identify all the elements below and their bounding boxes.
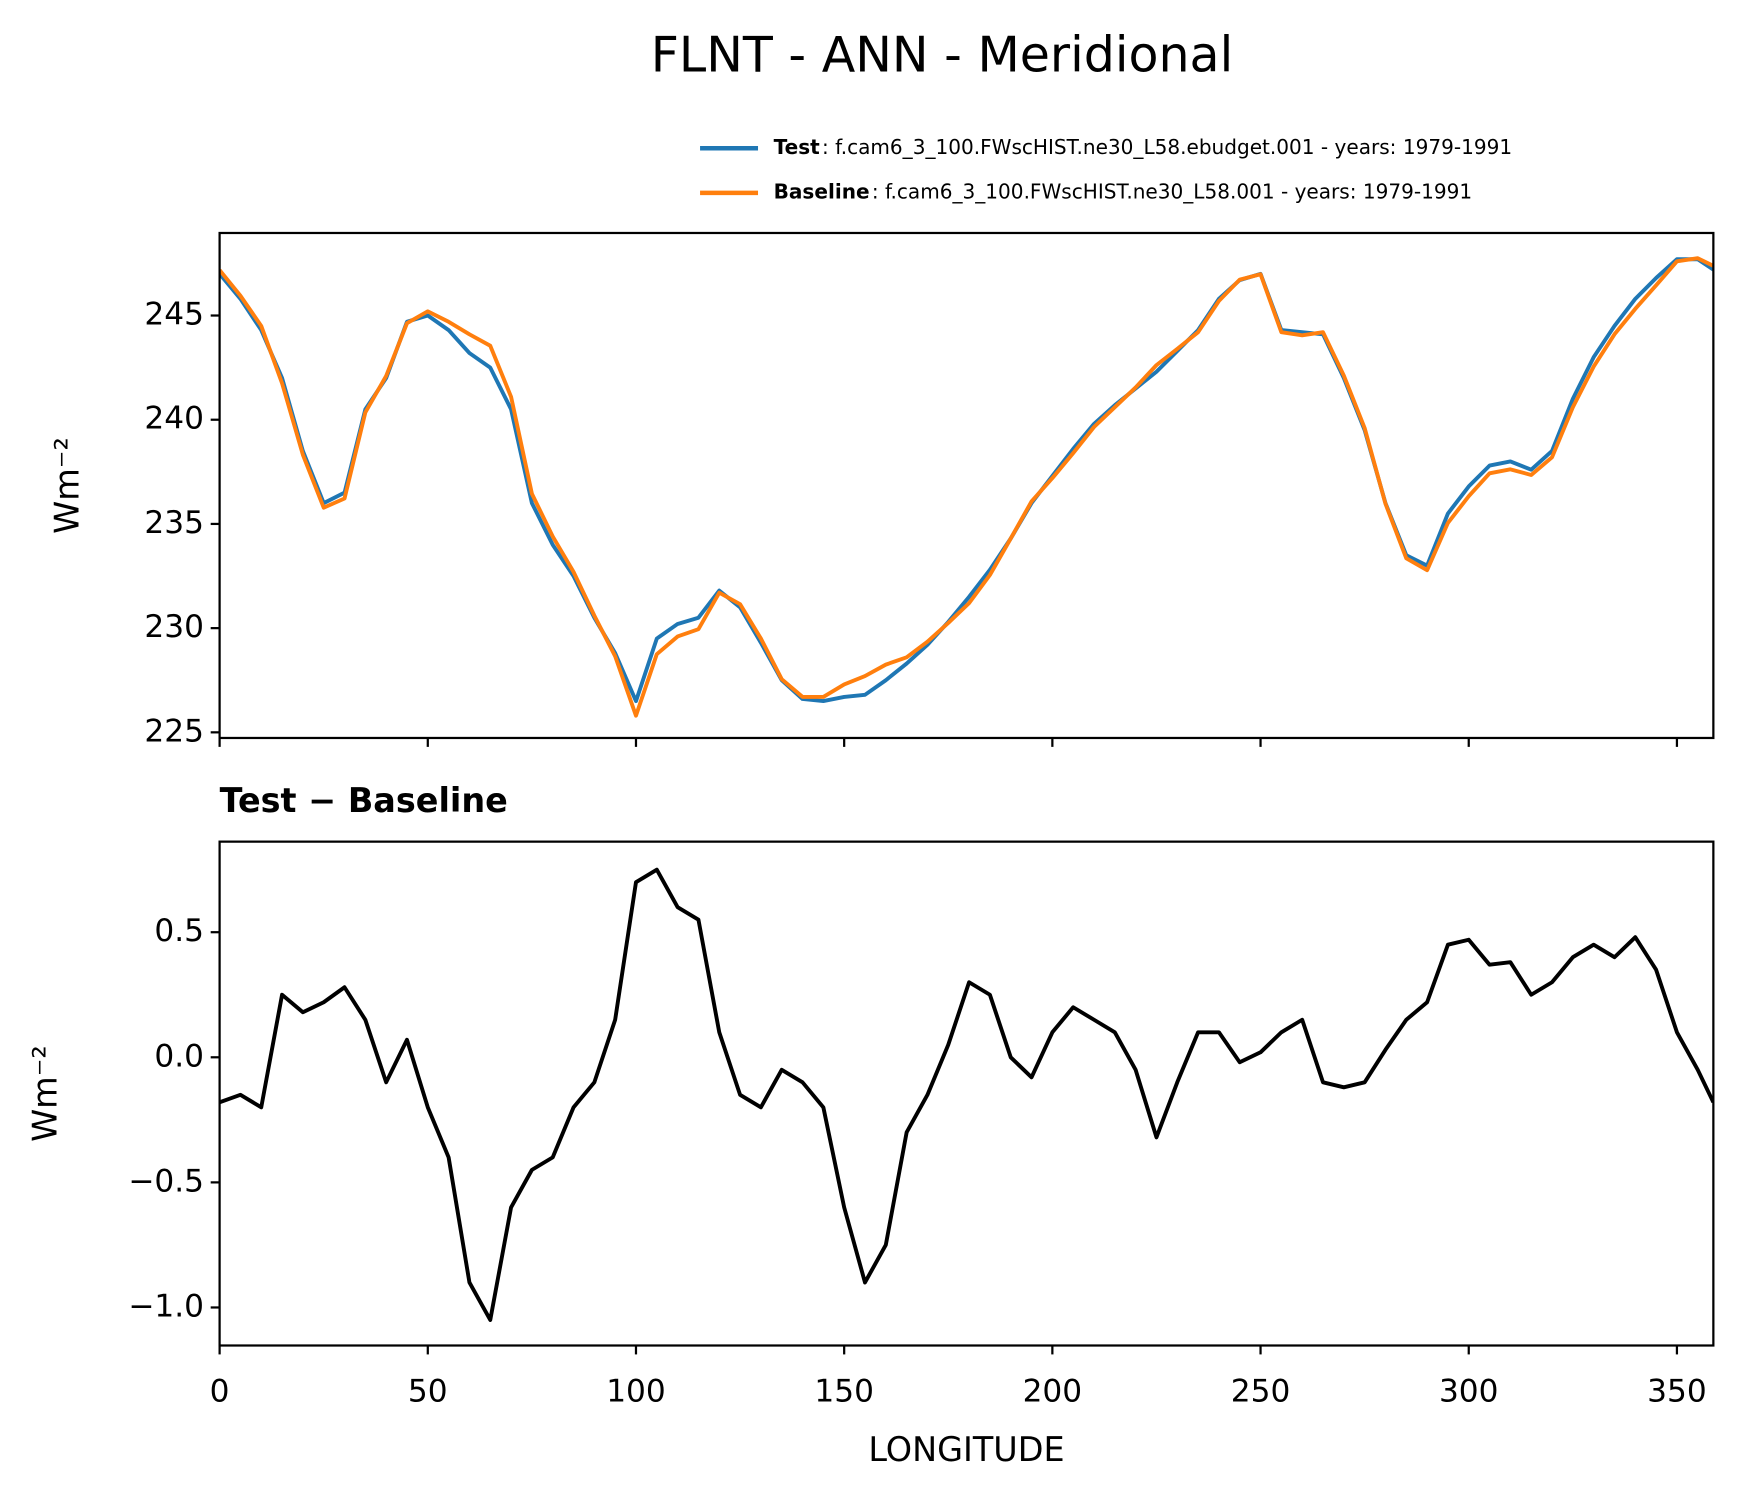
legend-name: Baseline xyxy=(774,179,870,203)
x-tick-label: 200 xyxy=(1023,1373,1083,1409)
y-tick-label: 225 xyxy=(144,713,204,749)
y-tick-label: 230 xyxy=(144,609,204,645)
x-tick-label: 250 xyxy=(1231,1373,1291,1409)
x-axis-label: LONGITUDE xyxy=(868,1430,1064,1469)
series-line xyxy=(219,257,1714,704)
legend-text: : f.cam6_3_100.FWscHIST.ne30_L58.ebudget… xyxy=(822,135,1512,159)
x-tick-label: 0 xyxy=(210,1373,230,1409)
x-tick-label: 50 xyxy=(408,1373,448,1409)
y-tick-label: 235 xyxy=(144,505,204,541)
series-line xyxy=(219,867,1714,1322)
y-tick-label: 0.0 xyxy=(154,1038,204,1074)
axes-title: Test − Baseline xyxy=(220,781,508,820)
axes-frame xyxy=(218,231,1715,740)
y-axis-label: Wm⁻² xyxy=(25,1045,64,1142)
y-tick-label: 0.5 xyxy=(154,913,204,949)
legend-text: : f.cam6_3_100.FWscHIST.ne30_L58.001 - y… xyxy=(872,179,1472,203)
y-tick-label: 240 xyxy=(144,401,204,437)
y-tick-label: −0.5 xyxy=(128,1163,204,1199)
y-axis-label: Wm⁻² xyxy=(48,437,87,534)
x-tick-label: 100 xyxy=(606,1373,666,1409)
y-tick-label: −1.0 xyxy=(128,1288,204,1324)
x-tick-label: 150 xyxy=(814,1373,874,1409)
x-tick-label: 350 xyxy=(1647,1373,1707,1409)
figure-title: FLNT - ANN - Meridional xyxy=(651,25,1234,83)
legend-name: Test xyxy=(774,135,821,159)
series-line xyxy=(219,256,1714,718)
y-tick-label: 245 xyxy=(144,297,204,333)
x-tick-label: 300 xyxy=(1439,1373,1499,1409)
axes-frame xyxy=(218,840,1715,1347)
